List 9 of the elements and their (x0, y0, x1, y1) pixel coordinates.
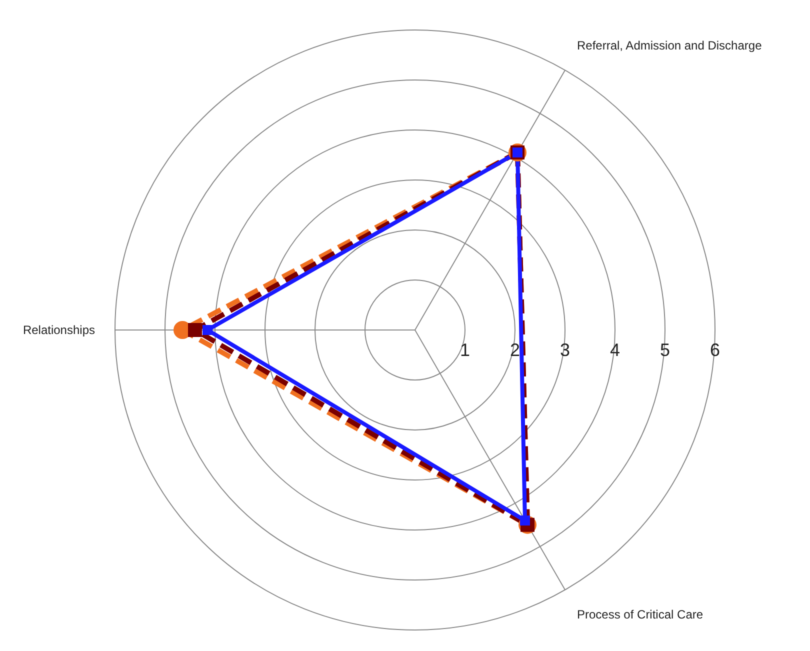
y-tick-label: 2 (510, 340, 520, 360)
spoke-label: Relationships (22, 323, 95, 337)
y-tick-label: 5 (660, 340, 670, 360)
spoke-label: Referral, Admission and Discharge (577, 38, 762, 52)
spoke-label: Process of Critical Care (577, 608, 704, 622)
y-tick-label: 6 (710, 340, 720, 360)
y-tick-label: 4 (610, 340, 620, 360)
y-tick-label: 3 (560, 340, 570, 360)
y-tick-label: 1 (460, 340, 470, 360)
